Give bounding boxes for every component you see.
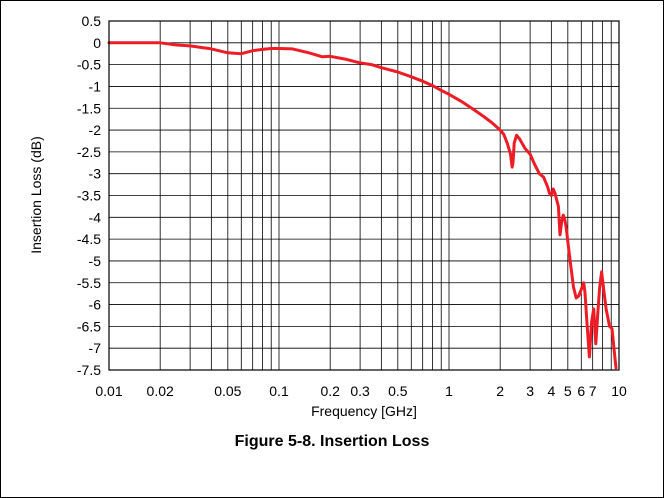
y-tick-label: -4 [89, 209, 102, 225]
x-tick-label: 0.1 [269, 383, 289, 399]
y-tick-label: -6.5 [77, 318, 101, 334]
plot-border [108, 20, 620, 371]
y-tick-label: -7 [89, 340, 102, 356]
y-axis-labels: 0.5 0 -0.5 -1 -1.5 -2 -2.5 -3 -3.5 -4 -4.5 -5 -5.5 -6… [77, 13, 101, 378]
y-tick-label: -3.5 [77, 188, 101, 204]
figure-caption: Figure 5-8. Insertion Loss [234, 433, 430, 450]
x-tick-label: 5 [564, 383, 572, 399]
y-tick-label: -1 [89, 78, 102, 94]
y-tick-label: -1.5 [77, 100, 101, 116]
x-tick-label: 0.01 [95, 383, 122, 399]
y-tick-label: -7.5 [77, 362, 101, 378]
x-axis-labels: 0.01 0.02 0.05 0.1 0.2 0.3 0.5 1 2 3 4 5 6 7 10 [95, 383, 627, 399]
insertion-loss-line [107, 41, 618, 370]
y-tick-label: -4.5 [77, 231, 101, 247]
y-tick-label: 0 [93, 35, 101, 51]
series-layer [107, 41, 618, 370]
grid [108, 20, 619, 371]
x-tick-label: 1 [445, 383, 453, 399]
y-tick-label: -2.5 [77, 144, 101, 160]
y-tick-label: -3 [89, 166, 102, 182]
x-tick-label: 7 [589, 383, 597, 399]
x-tick-label: 2 [496, 383, 504, 399]
y-tick-label: -6 [89, 297, 102, 313]
y-tick-label: -5.5 [77, 275, 101, 291]
y-tick-label: 0.5 [82, 13, 102, 29]
x-axis-title: Frequency [GHz] [311, 403, 417, 419]
x-tick-label: 4 [547, 383, 555, 399]
x-tick-label: 0.2 [320, 383, 340, 399]
x-tick-label: 0.02 [147, 383, 174, 399]
x-tick-label: 10 [611, 383, 627, 399]
x-tick-label: 6 [577, 383, 585, 399]
insertion-loss-chart: 0.5 0 -0.5 -1 -1.5 -2 -2.5 -3 -3.5 -4 -4.5 -5 -5.5 -6… [28, 13, 627, 419]
x-tick-label: 0.3 [350, 383, 370, 399]
x-tick-label: 0.05 [214, 383, 241, 399]
y-tick-label: -5 [89, 253, 102, 269]
y-tick-label: -0.5 [77, 57, 101, 73]
x-tick-label: 3 [526, 383, 534, 399]
y-axis-title: Insertion Loss (dB) [28, 136, 44, 254]
x-tick-label: 0.5 [388, 383, 408, 399]
y-tick-label: -2 [89, 122, 102, 138]
